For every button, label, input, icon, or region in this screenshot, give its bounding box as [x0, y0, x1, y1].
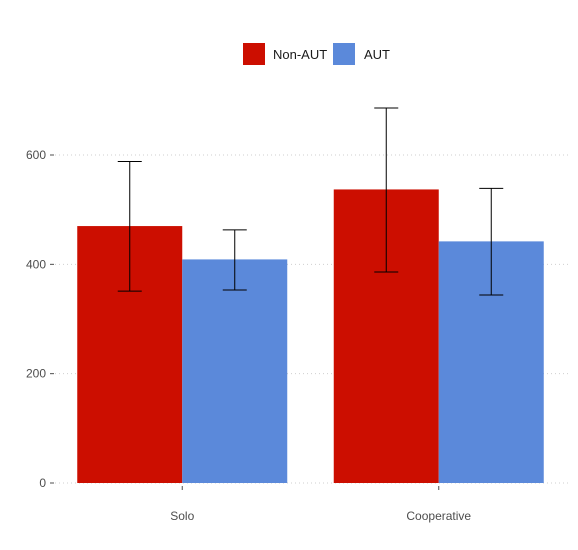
legend-label-non-aut: Non-AUT [273, 47, 327, 62]
legend-swatch-aut [333, 43, 355, 65]
x-tick-label: Solo [170, 509, 194, 523]
legend-label-aut: AUT [364, 47, 390, 62]
grid-lines [55, 154, 568, 484]
y-tick-label: 600 [26, 148, 46, 162]
y-tick-label: 200 [26, 367, 46, 381]
legend-swatch-non-aut [243, 43, 265, 65]
x-tick-label: Cooperative [406, 509, 471, 523]
y-tick-label: 0 [39, 476, 46, 490]
axes: 0 200 400 600 Solo Cooperative [26, 148, 471, 523]
bars [77, 189, 544, 484]
y-tick-label: 400 [26, 257, 46, 271]
bar-aut-solo [182, 259, 288, 483]
legend: Non-AUT AUT [243, 43, 390, 65]
error-bars [117, 107, 504, 296]
